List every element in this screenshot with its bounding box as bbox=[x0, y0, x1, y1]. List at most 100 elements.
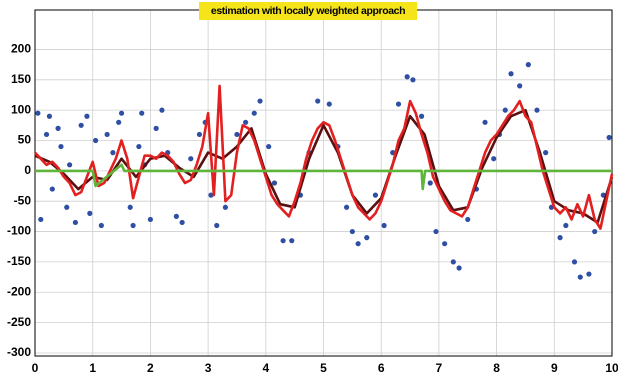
data-point bbox=[563, 222, 569, 229]
data-point bbox=[251, 110, 257, 116]
data-point bbox=[586, 271, 592, 277]
x-tick-label: 3 bbox=[205, 361, 212, 375]
data-point bbox=[442, 241, 448, 247]
x-tick-label: 7 bbox=[436, 361, 443, 375]
data-point bbox=[355, 241, 361, 247]
data-point bbox=[418, 113, 425, 119]
data-point bbox=[43, 131, 50, 138]
data-point bbox=[46, 113, 53, 119]
data-point bbox=[508, 71, 514, 77]
y-tick-label: 150 bbox=[11, 72, 31, 86]
data-point bbox=[130, 222, 136, 229]
y-tick-label: 100 bbox=[11, 102, 31, 116]
x-tick-label: 10 bbox=[605, 361, 618, 375]
data-point bbox=[606, 134, 612, 141]
data-point bbox=[58, 143, 64, 150]
data-point bbox=[188, 156, 194, 162]
data-point bbox=[266, 143, 272, 150]
x-tick-label: 6 bbox=[378, 361, 385, 375]
y-tick-label: -100 bbox=[7, 224, 31, 238]
x-tick-label: 2 bbox=[147, 361, 154, 375]
data-point bbox=[404, 74, 410, 80]
data-point bbox=[502, 107, 508, 113]
chart-title: estimation with locally weighted approac… bbox=[199, 2, 417, 20]
y-tick-label: -200 bbox=[7, 284, 31, 298]
data-point bbox=[525, 62, 531, 68]
data-point bbox=[173, 213, 179, 219]
x-tick-label: 5 bbox=[320, 361, 327, 375]
data-point bbox=[139, 110, 145, 116]
data-point bbox=[557, 235, 563, 241]
data-point bbox=[72, 219, 78, 226]
x-tick-label: 0 bbox=[32, 361, 39, 375]
data-point bbox=[49, 186, 55, 192]
data-point bbox=[127, 204, 133, 210]
data-point bbox=[104, 131, 110, 138]
data-point bbox=[67, 162, 73, 168]
y-tick-label: 50 bbox=[18, 133, 32, 147]
data-point bbox=[491, 156, 497, 162]
data-point bbox=[64, 204, 70, 210]
data-point bbox=[159, 107, 165, 113]
data-point bbox=[456, 265, 462, 271]
data-point bbox=[517, 83, 523, 89]
data-point bbox=[410, 77, 416, 83]
data-point bbox=[343, 204, 350, 210]
data-point bbox=[427, 180, 433, 186]
data-point bbox=[271, 180, 278, 186]
data-point bbox=[234, 131, 240, 138]
data-point bbox=[98, 222, 104, 229]
data-point bbox=[55, 125, 61, 131]
data-line bbox=[34, 84, 614, 230]
data-point bbox=[179, 219, 185, 226]
data-point bbox=[35, 110, 41, 116]
data-point bbox=[257, 98, 263, 104]
data-point bbox=[38, 216, 44, 223]
data-point bbox=[381, 222, 387, 229]
x-tick-label: 1 bbox=[89, 361, 96, 375]
data-point bbox=[326, 101, 332, 107]
data-point bbox=[349, 228, 355, 235]
data-point bbox=[592, 228, 598, 235]
x-tick-label: 8 bbox=[493, 361, 500, 375]
data-point bbox=[482, 119, 488, 125]
data-point bbox=[222, 204, 229, 210]
x-tick-label: 9 bbox=[551, 361, 558, 375]
y-tick-label: 200 bbox=[11, 42, 31, 56]
data-point bbox=[78, 122, 84, 128]
x-tick-label: 4 bbox=[262, 361, 269, 375]
data-point bbox=[110, 150, 116, 156]
data-point bbox=[87, 210, 93, 216]
data-point bbox=[577, 274, 583, 280]
y-tick-label: 0 bbox=[24, 163, 31, 177]
data-point bbox=[534, 107, 540, 113]
data-point bbox=[92, 137, 99, 144]
data-point bbox=[543, 150, 549, 156]
y-tick-label: -150 bbox=[7, 254, 31, 268]
data-point bbox=[315, 98, 321, 104]
data-point bbox=[147, 216, 153, 223]
data-point bbox=[395, 101, 402, 107]
data-point bbox=[153, 125, 159, 131]
data-point bbox=[136, 143, 142, 150]
data-point bbox=[571, 259, 578, 265]
data-point bbox=[364, 235, 370, 241]
data-point bbox=[208, 192, 214, 198]
data-point bbox=[118, 110, 125, 116]
data-point bbox=[372, 192, 379, 198]
y-tick-label: -250 bbox=[7, 315, 31, 329]
data-point bbox=[214, 222, 220, 229]
data-point bbox=[280, 238, 286, 244]
y-tick-label: -50 bbox=[14, 193, 32, 207]
data-point bbox=[196, 131, 203, 138]
data-point bbox=[243, 119, 249, 125]
y-tick-label: -300 bbox=[7, 345, 31, 359]
data-point bbox=[450, 259, 456, 265]
data-point bbox=[84, 113, 90, 119]
data-point bbox=[116, 119, 122, 125]
data-point bbox=[289, 238, 295, 244]
data-point bbox=[433, 228, 439, 235]
data-line bbox=[35, 163, 612, 191]
